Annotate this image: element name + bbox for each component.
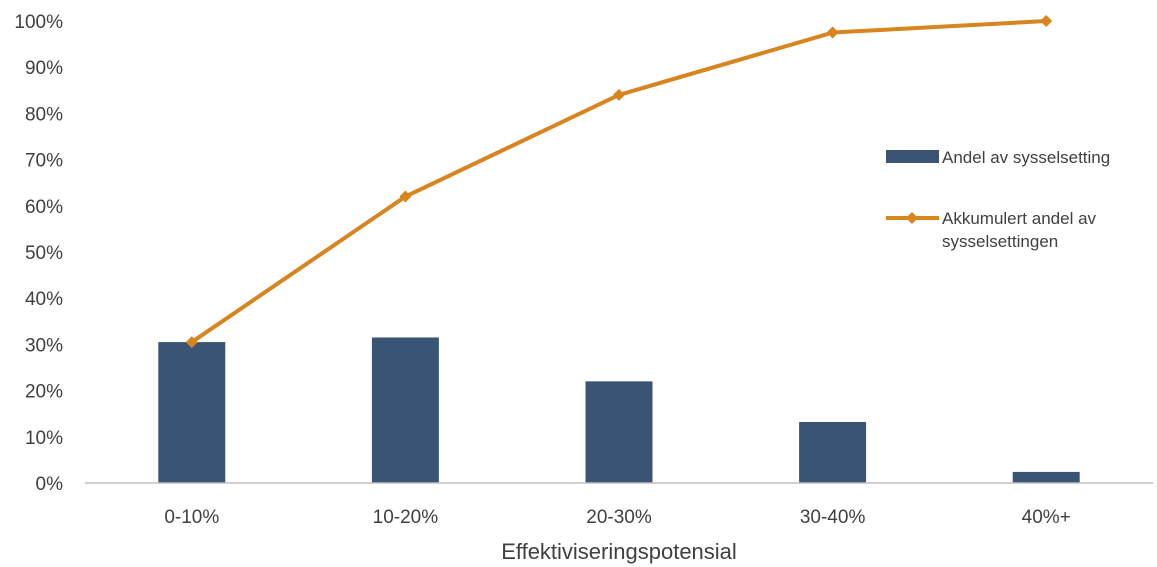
y-tick-label: 80% — [25, 104, 63, 125]
bar — [371, 337, 439, 483]
line-point — [399, 190, 412, 203]
y-tick-label: 70% — [25, 151, 63, 172]
y-tick-label: 30% — [25, 335, 63, 356]
x-tick-label: 20-30% — [586, 507, 652, 528]
bar — [158, 342, 226, 483]
y-tick-label: 40% — [25, 289, 63, 310]
x-axis-ticks: 0-10% 10-20% 20-30% 30-40% 40%+ — [164, 507, 1070, 528]
legend-swatch-marker — [906, 212, 918, 224]
y-tick-label: 10% — [25, 428, 63, 449]
legend-swatch-bar — [886, 150, 939, 163]
x-tick-label: 30-40% — [800, 507, 866, 528]
line-point — [1040, 15, 1053, 27]
legend: Andel av sysselsetting Akkumulert andel a… — [886, 148, 1110, 251]
x-tick-label: 10-20% — [373, 507, 439, 528]
y-axis-ticks: 0% 10% 20% 30% 40% 50% 60% 70% 80% 90% 100% — [14, 12, 63, 495]
series-line — [190, 19, 1047, 344]
legend-label-bar: Andel av sysselsetting — [942, 148, 1110, 167]
bar-series — [158, 337, 1080, 483]
legend-label-line: Akkumulert andel av sysselsettingen — [942, 209, 1097, 251]
x-tick-label: 0-10% — [164, 507, 219, 528]
line-series — [185, 15, 1053, 349]
legend-label-line-part: Akkumulert andel av — [942, 209, 1097, 228]
y-tick-label: 20% — [25, 382, 63, 403]
line-point — [185, 336, 198, 349]
y-tick-label: 50% — [25, 243, 63, 264]
y-tick-label: 0% — [36, 474, 64, 495]
line-point — [826, 26, 839, 39]
bar — [585, 381, 653, 483]
bar — [799, 422, 867, 483]
bar — [1012, 471, 1080, 483]
line-point — [613, 88, 625, 101]
x-tick-label: 40%+ — [1022, 507, 1071, 528]
y-tick-label: 100% — [14, 12, 63, 33]
x-axis-title: Effektiviseringspotensial — [501, 539, 737, 564]
legend-label-line-part: sysselsettingen — [942, 232, 1058, 251]
y-tick-label: 90% — [25, 58, 63, 79]
y-tick-label: 60% — [25, 197, 63, 218]
